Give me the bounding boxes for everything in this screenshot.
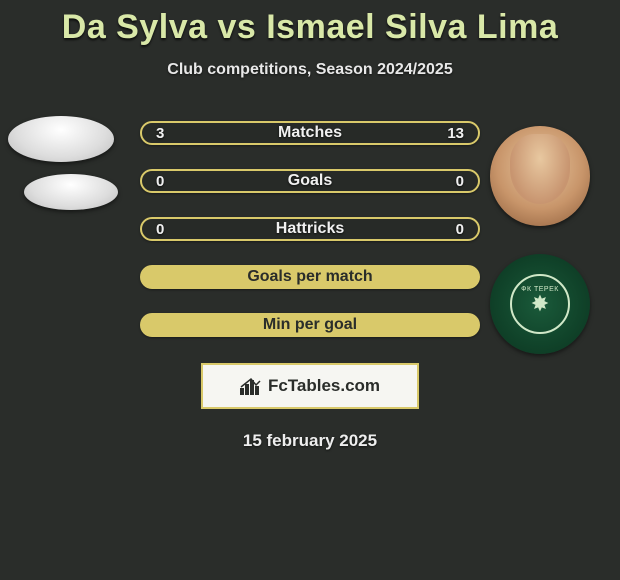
- stat-label: Matches: [278, 124, 342, 142]
- stat-left-value: 0: [156, 221, 176, 238]
- footer-date: 15 february 2025: [0, 431, 620, 451]
- stat-left-value: 0: [156, 173, 176, 190]
- crest-star-icon: ✸: [531, 293, 549, 315]
- stat-left-value: 3: [156, 125, 176, 142]
- stat-right-value: 0: [444, 221, 464, 238]
- player2-avatar: [490, 126, 590, 226]
- stat-label: Goals: [288, 172, 332, 190]
- stat-label: Hattricks: [276, 220, 344, 238]
- stat-row: 0 Hattricks 0: [140, 217, 480, 241]
- player1-avatar-b: [24, 174, 118, 210]
- stat-right-value: 13: [444, 125, 464, 142]
- page-title: Da Sylva vs Ismael Silva Lima: [0, 8, 620, 47]
- player2-club-crest: ФК ТЕРЕК ✸: [490, 254, 590, 354]
- branding-badge: FcTables.com: [201, 363, 419, 409]
- stat-row: 0 Goals 0: [140, 169, 480, 193]
- stat-label: Goals per match: [247, 268, 372, 286]
- branding-text: FcTables.com: [268, 376, 380, 396]
- stat-row: 3 Matches 13: [140, 121, 480, 145]
- bar-chart-icon: [240, 377, 262, 395]
- stat-right-value: 0: [444, 173, 464, 190]
- stat-label: Min per goal: [263, 316, 357, 334]
- stat-row: Min per goal: [140, 313, 480, 337]
- page-subtitle: Club competitions, Season 2024/2025: [0, 61, 620, 79]
- stat-row: Goals per match: [140, 265, 480, 289]
- player1-avatar-a: [8, 116, 114, 162]
- crest-text: ФК ТЕРЕК: [521, 286, 559, 293]
